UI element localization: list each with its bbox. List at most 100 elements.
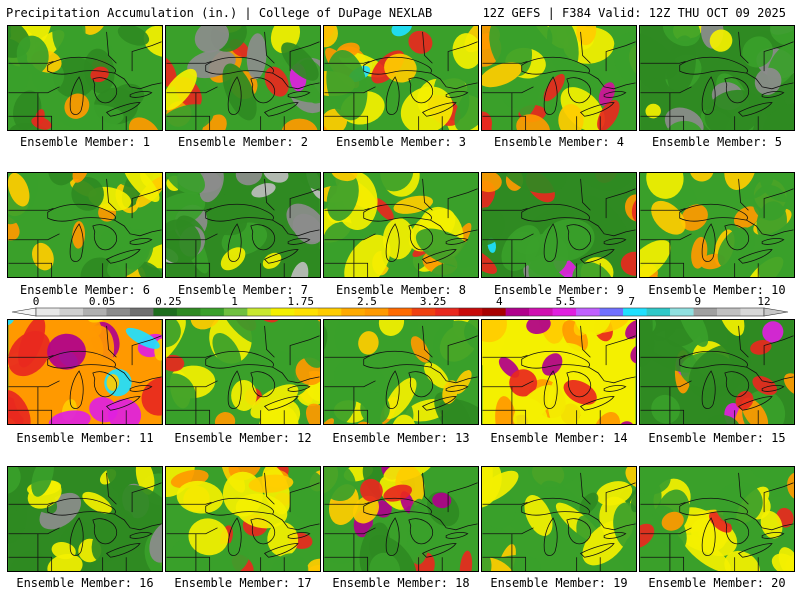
precip-area <box>465 270 478 277</box>
boundary-line <box>580 325 591 358</box>
lake-outline <box>227 223 242 262</box>
colorbar-segment <box>552 308 577 316</box>
boundary-line <box>422 472 433 505</box>
lake-outline <box>521 203 590 222</box>
boundary-line <box>324 233 376 241</box>
boundary-line <box>482 527 534 535</box>
precip-field <box>324 173 478 277</box>
boundary-line <box>8 556 53 571</box>
precip-area <box>281 42 319 81</box>
colorbar-segment <box>740 308 765 316</box>
boundary-line <box>166 86 218 94</box>
colorbar-tick-label: 0.05 <box>88 295 116 308</box>
boundary-line <box>482 354 528 358</box>
boundary-line <box>605 41 636 72</box>
boundary-line <box>289 335 320 366</box>
precip-area <box>640 320 653 350</box>
precip-area <box>82 26 107 35</box>
lake-outline <box>105 396 141 411</box>
precip-area <box>651 200 686 235</box>
colorbar-segment <box>106 308 131 316</box>
precip-field <box>324 320 478 424</box>
lake-outline <box>701 223 716 262</box>
precip-area <box>646 173 684 199</box>
lake-outline <box>129 91 153 98</box>
precip-area <box>220 320 268 345</box>
boundary-line <box>640 86 692 94</box>
boundary-line <box>738 31 749 64</box>
boundary-line <box>482 86 534 94</box>
colorbar-segment <box>388 308 413 316</box>
precip-area <box>391 26 412 37</box>
boundary-line <box>166 60 212 64</box>
precip-area <box>715 481 763 526</box>
boundary-line <box>482 409 527 424</box>
precip-field <box>324 26 478 130</box>
precip-field <box>166 173 320 277</box>
lake-outline <box>737 543 773 558</box>
precip-area <box>118 484 162 539</box>
lake-outline <box>385 223 400 262</box>
boundary-line <box>166 556 211 571</box>
precip-area <box>284 468 320 522</box>
boundary-line <box>640 233 692 241</box>
precip-area <box>58 320 93 334</box>
boundary-line <box>605 335 636 366</box>
precip-area <box>378 320 405 336</box>
precip-area <box>48 173 80 186</box>
precip-area <box>305 403 320 424</box>
precip-area <box>680 204 708 231</box>
colorbar-segment <box>717 308 741 316</box>
colorbar-tick-label: 7 <box>628 295 635 308</box>
precip-area <box>724 550 761 571</box>
precip-area <box>48 410 91 424</box>
colorbar-segment <box>505 308 530 316</box>
precip-area <box>194 26 230 53</box>
lake-outline <box>92 77 118 104</box>
boundary-line <box>272 513 320 531</box>
boundary-line <box>166 380 218 388</box>
lake-outline <box>105 543 141 558</box>
precip-area <box>762 102 794 130</box>
boundary-line <box>166 527 218 535</box>
lake-outline <box>566 224 592 251</box>
boundary-line <box>324 60 370 64</box>
boundary-line <box>482 207 528 211</box>
precip-area <box>640 467 671 495</box>
lake-outline <box>227 76 242 115</box>
precip-area <box>123 173 160 203</box>
boundary-line <box>114 72 162 90</box>
precip-area <box>613 502 636 551</box>
lake-outline <box>205 497 274 516</box>
precip-area <box>527 467 589 488</box>
lake-outline <box>363 497 432 516</box>
precip-area <box>612 32 636 94</box>
precip-area <box>432 492 452 509</box>
precip-area <box>762 321 784 343</box>
colorbar-segment <box>176 308 201 316</box>
colorbar-segment <box>364 308 389 316</box>
precip-area <box>717 320 745 336</box>
boundary-line <box>447 188 478 219</box>
precip-area <box>289 247 320 277</box>
colorbar-tick-label: 12 <box>757 295 771 308</box>
precip-area <box>563 380 597 405</box>
precip-area <box>8 467 20 515</box>
lake-outline <box>543 223 558 262</box>
ensemble-member-map <box>323 25 479 131</box>
precip-area <box>666 35 696 95</box>
lake-outline <box>761 385 785 392</box>
boundary-line <box>640 527 692 535</box>
ensemble-member-label: Ensemble Member: 13 <box>332 431 470 445</box>
precip-area <box>509 369 538 397</box>
precip-area <box>546 26 579 76</box>
colorbar-segment <box>482 308 506 316</box>
boundary-line <box>8 354 54 358</box>
precip-area <box>391 414 416 424</box>
precip-area <box>106 374 120 391</box>
lake-outline <box>263 396 299 411</box>
precip-area <box>144 242 162 269</box>
precip-area <box>47 333 86 370</box>
colorbar-segment <box>646 308 671 316</box>
lake-outline <box>421 249 457 264</box>
